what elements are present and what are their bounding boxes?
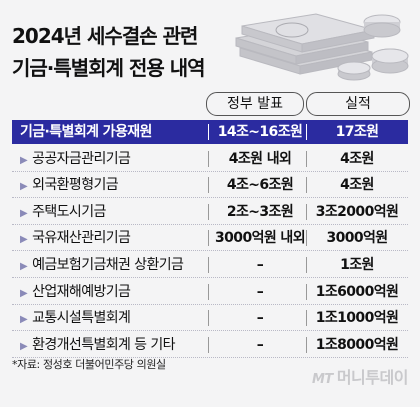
row-label: ▶ 주택도시기금 bbox=[20, 200, 106, 224]
cell-actual: 1조1000억원 bbox=[315, 310, 399, 327]
table-row: ▶ 교통시설특별회계 – 1조1000억원 bbox=[12, 306, 408, 332]
triangle-right-icon: ▶ bbox=[20, 181, 28, 193]
column-divider bbox=[306, 257, 307, 273]
column-header-government: 정부 발표 bbox=[206, 92, 304, 116]
row-label: ▶ 환경개선특별회계 등 기타 bbox=[20, 333, 175, 357]
row-label-text: 교통시설특별회계 bbox=[32, 310, 131, 327]
cell-government: 2조~3조원 bbox=[226, 203, 294, 220]
triangle-right-icon: ▶ bbox=[20, 340, 28, 352]
row-label-text: 예금보험기금채권 상환기금 bbox=[32, 257, 184, 273]
column-divider bbox=[306, 230, 307, 247]
triangle-right-icon: ▶ bbox=[20, 154, 28, 166]
column-divider bbox=[306, 203, 307, 220]
cell-government: 4조~6조원 bbox=[226, 177, 294, 194]
column-divider bbox=[208, 203, 209, 220]
cell-actual: 3조2000억원 bbox=[315, 203, 399, 220]
triangle-right-icon: ▶ bbox=[20, 234, 28, 246]
cell-actual: 1조8000억원 bbox=[315, 336, 399, 353]
column-divider bbox=[208, 150, 209, 167]
cell-actual: 17조원 bbox=[335, 124, 379, 140]
row-label: ▶ 예금보험기금채권 상환기금 bbox=[20, 253, 184, 277]
cell-actual: 3000억원 bbox=[326, 230, 388, 247]
brand-name: 머니투데이 bbox=[336, 368, 409, 387]
cell-government: – bbox=[256, 310, 264, 327]
source-note: *자료: 정성호 더불어민주당 의원실 bbox=[12, 358, 166, 371]
table-row: ▶ 공공자금관리기금 4조원 내외 4조원 bbox=[12, 147, 408, 172]
row-label-text: 외국환평형기금 bbox=[32, 177, 119, 194]
row-label-text: 환경개선특별회계 등 기타 bbox=[32, 336, 175, 353]
row-label-text: 공공자금관리기금 bbox=[32, 150, 131, 167]
triangle-right-icon: ▶ bbox=[20, 287, 28, 299]
table-row: ▶ 예금보험기금채권 상환기금 – 1조원 bbox=[12, 253, 408, 278]
money-stack-icon bbox=[235, 13, 409, 81]
row-label-text: 산업재해예방기금 bbox=[32, 283, 131, 300]
column-divider bbox=[208, 230, 209, 247]
table-total-row: 기금·특별회계 가용재원 14조~16조원 17조원 bbox=[12, 120, 408, 144]
table-row: ▶ 국유재산관리기금 3000억원 내외 3000억원 bbox=[12, 226, 408, 252]
column-divider bbox=[208, 257, 209, 273]
triangle-right-icon: ▶ bbox=[20, 207, 28, 219]
table-row: ▶ 외국환평형기금 4조~6조원 4조원 bbox=[12, 173, 408, 199]
column-divider bbox=[208, 124, 209, 140]
column-header-actual: 실적 bbox=[306, 92, 410, 116]
cell-government: – bbox=[256, 336, 264, 353]
column-divider bbox=[306, 150, 307, 167]
row-label: ▶ 외국환평형기금 bbox=[20, 173, 119, 197]
cell-government: 14조~16조원 bbox=[217, 124, 303, 140]
cell-government: – bbox=[256, 257, 264, 273]
brand-mt-logo: MT bbox=[312, 372, 333, 387]
cell-government: 3000억원 내외 bbox=[215, 230, 306, 247]
cell-actual: 4조원 bbox=[340, 150, 374, 167]
row-label: ▶ 공공자금관리기금 bbox=[20, 147, 131, 171]
cell-actual: 1조원 bbox=[340, 257, 374, 273]
row-label: ▶ 산업재해예방기금 bbox=[20, 280, 131, 304]
row-label: ▶ 교통시설특별회계 bbox=[20, 306, 131, 330]
row-label-text: 주택도시기금 bbox=[32, 203, 106, 220]
table-row: ▶ 환경개선특별회계 등 기타 – 1조8000억원 bbox=[12, 333, 408, 358]
cell-actual: 1조6000억원 bbox=[315, 283, 399, 300]
table-row: ▶ 주택도시기금 2조~3조원 3조2000억원 bbox=[12, 200, 408, 225]
triangle-right-icon: ▶ bbox=[20, 261, 28, 272]
column-divider bbox=[208, 177, 209, 194]
row-label: 기금·특별회계 가용재원 bbox=[20, 120, 152, 144]
column-divider bbox=[306, 124, 307, 140]
column-divider bbox=[208, 336, 209, 353]
triangle-right-icon: ▶ bbox=[20, 314, 28, 326]
brand-watermark: MT 머니투데이 bbox=[312, 364, 408, 388]
page-title: 2024년 세수결손 관련 기금·특별회계 전용 내역 bbox=[12, 20, 272, 84]
column-divider bbox=[306, 336, 307, 353]
title-line-2: 기금·특별회계 전용 내역 bbox=[12, 56, 206, 80]
cell-actual: 4조원 bbox=[340, 177, 374, 194]
cell-government: – bbox=[256, 283, 264, 300]
row-label-text: 국유재산관리기금 bbox=[32, 230, 131, 247]
column-divider bbox=[208, 283, 209, 300]
column-divider bbox=[306, 283, 307, 300]
column-divider bbox=[306, 310, 307, 327]
column-divider bbox=[306, 177, 307, 194]
table-row: ▶ 산업재해예방기금 – 1조6000억원 bbox=[12, 280, 408, 305]
title-line-1: 2024년 세수결손 관련 bbox=[12, 24, 198, 48]
cell-government: 4조원 내외 bbox=[228, 150, 292, 167]
row-label: ▶ 국유재산관리기금 bbox=[20, 226, 131, 250]
row-label-text: 기금·특별회계 가용재원 bbox=[20, 124, 152, 140]
column-divider bbox=[208, 310, 209, 327]
